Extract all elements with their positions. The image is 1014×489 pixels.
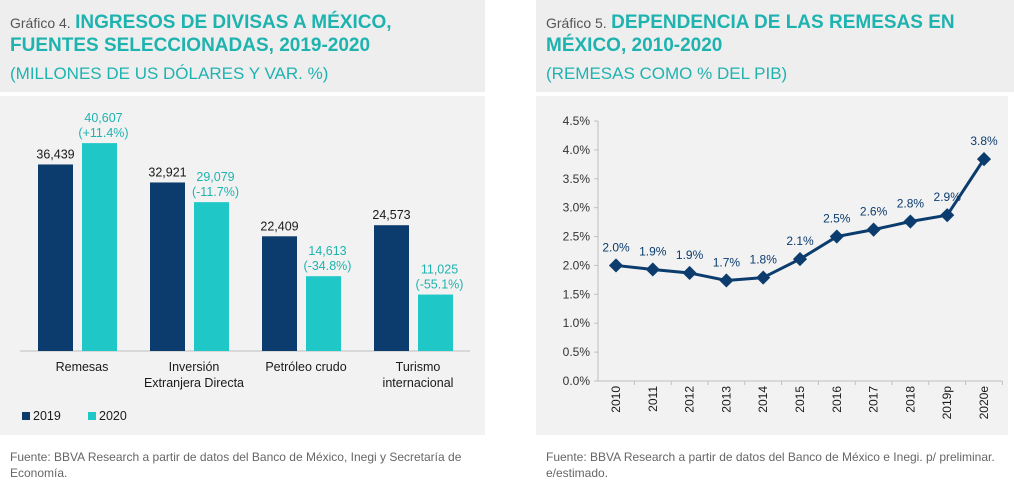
x-tick-label: 2013 [719,386,733,413]
x-tick-label: 2015 [793,386,807,413]
data-label: 29,079 [196,170,234,184]
bar-2020 [418,294,453,351]
data-label: 2.0% [602,240,630,254]
data-label: 36,439 [36,147,74,161]
data-label: 2.6% [860,205,888,219]
x-tick-label: 2012 [683,386,697,413]
data-point [940,208,955,223]
chart-number: Gráfico 4. [10,15,71,31]
data-label: 2.9% [934,190,962,204]
chart-number: Gráfico 5. [546,15,607,31]
x-tick-label: 2014 [756,386,770,413]
x-tick-label: 2010 [609,386,623,413]
x-tick-label: 2020e [977,386,991,420]
legend-label-2020: 2020 [99,409,127,423]
data-point [792,252,808,267]
y-tick-label: 2.0% [563,258,591,272]
plot-area: 0.0% 0.5% 1.0% 1.5% 2.0% 2.5% 3.0% 3.5% 4.0% 4.5%… [536,96,1008,435]
data-point [608,258,624,273]
data-label: 2.5% [823,212,851,226]
data-point [903,214,918,229]
x-tick-label: 2017 [867,386,881,413]
y-tick-label: 0.5% [563,345,591,359]
chart-header: Gráfico 5. DEPENDENCIA DE LAS REMESAS EN… [536,0,1014,92]
data-label: 1.9% [639,244,667,258]
chart-title-text: DEPENDENCIA DE LAS REMESAS EN MÉXICO, 20… [546,12,955,56]
data-label: 32,921 [148,165,186,179]
x-tick-label: 2018 [903,386,917,413]
y-tick-label: 2.5% [563,230,591,244]
x-tick-label: 2011 [646,386,660,412]
y-tick-label: 1.0% [563,316,591,330]
data-label: 3.8% [970,134,998,148]
legend-label-2019: 2019 [33,409,61,423]
y-tick-label: 0.0% [563,374,591,388]
data-point [719,273,734,288]
line-chart: 0.0% 0.5% 1.0% 1.5% 2.0% 2.5% 3.0% 3.5% 4.0% 4.5%… [563,114,1003,420]
y-tick-label: 4.0% [563,143,591,157]
chart-title-text: INGRESOS DE DIVISAS A MÉXICO, FUENTES SE… [10,12,392,56]
chart-title: Gráfico 5. DEPENDENCIA DE LAS REMESAS EN… [546,12,1011,58]
data-label: 24,573 [372,208,410,222]
category-label: Turismo [396,360,441,374]
data-label: 1.7% [713,255,741,269]
bar-2020 [194,202,229,351]
chart-panel-remittances-sources: Gráfico 4. INGRESOS DE DIVISAS A MÉXICO,… [0,0,485,489]
category-label: Remesas [56,360,109,374]
y-tick-label: 3.0% [563,201,591,215]
data-label: 14,613 [308,244,346,258]
data-label: (-34.8%) [304,259,352,273]
data-label: 40,607 [84,111,122,125]
x-tick-label: 2016 [830,386,844,413]
data-label: 1.9% [676,248,704,262]
data-point [645,262,660,277]
x-tick-label: 2019p [940,386,954,420]
data-point [682,265,697,281]
data-point [756,270,771,285]
category-label: Inversión [169,360,220,374]
category-label: Petróleo crudo [265,360,346,374]
data-label: 22,409 [260,219,298,233]
y-tick-label: 1.5% [563,287,591,301]
chart-header: Gráfico 4. INGRESOS DE DIVISAS A MÉXICO,… [0,0,485,92]
data-label: 11,025 [421,263,458,277]
bar-2019 [374,225,409,351]
legend-swatch-2019 [22,412,30,420]
bar-2020 [82,143,117,351]
bar-2020 [306,276,341,351]
bar-2019 [150,182,185,351]
source-note: Fuente: BBVA Research a partir de datos … [10,450,462,480]
chart-title: Gráfico 4. INGRESOS DE DIVISAS A MÉXICO,… [10,12,475,58]
y-tick-label: 3.5% [563,172,591,186]
category-label: Extranjera Directa [144,376,244,390]
data-label: 1.8% [750,253,778,267]
data-label: (-11.7%) [192,185,239,199]
y-tick-label: 4.5% [563,114,591,128]
legend-swatch-2020 [88,412,96,420]
data-label: (+11.4%) [78,126,128,140]
source-note: Fuente: BBVA Research a partir de datos … [546,450,995,480]
data-point [829,229,844,244]
data-label: 2.1% [786,234,814,248]
category-label: internacional [383,376,454,390]
chart-panel-remittances-gdp: Gráfico 5. DEPENDENCIA DE LAS REMESAS EN… [536,0,1014,489]
plot-area: 36,439 40,607 (+11.4%) Remesas 32,921 29,079(… [0,96,485,435]
data-label: (-55.1%) [416,278,464,292]
bar-2019 [262,236,297,351]
bar-2019 [38,164,73,351]
chart-subtitle: (MILLONES DE US DÓLARES Y VAR. %) [10,64,329,83]
data-point [976,152,992,167]
data-point [866,222,881,237]
chart-subtitle: (REMESAS COMO % DEL PIB) [546,64,788,83]
data-label: 2.8% [897,197,925,211]
